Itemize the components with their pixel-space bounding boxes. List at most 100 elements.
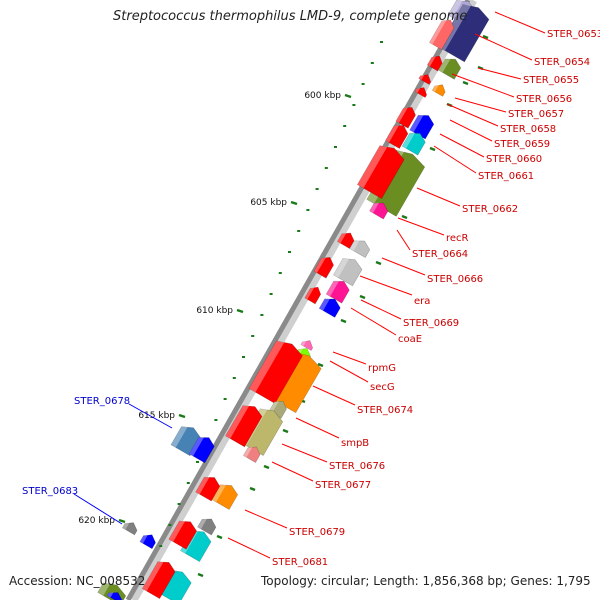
gene-feature[interactable]: [139, 531, 158, 550]
gene-feature[interactable]: [414, 85, 429, 98]
strand-mark: [375, 260, 382, 266]
gene-feature[interactable]: [429, 17, 456, 50]
gene-label[interactable]: secG: [370, 382, 395, 393]
gene-label[interactable]: rpmG: [368, 363, 396, 374]
scale-dot: [315, 188, 319, 190]
gene-feature[interactable]: [333, 254, 364, 287]
gene-label[interactable]: STER_0666: [427, 274, 483, 285]
backbone-shadow: [129, 0, 477, 600]
strand-mark: [482, 34, 489, 40]
gene-label[interactable]: STER_0654: [534, 57, 590, 68]
gene-label[interactable]: STER_0655: [523, 75, 579, 86]
leader-line: [433, 145, 477, 174]
gene-label[interactable]: STER_0683: [22, 486, 78, 497]
kbp-tick-mark: [178, 413, 186, 419]
gene-label[interactable]: coaE: [398, 334, 422, 345]
gene-feature[interactable]: [168, 517, 199, 550]
topology-label: Topology:: [261, 574, 318, 588]
gene-feature[interactable]: [325, 277, 352, 304]
gene-feature[interactable]: [337, 229, 356, 249]
gene-label[interactable]: smpB: [341, 438, 369, 449]
gene-feature[interactable]: [409, 111, 437, 140]
strand-mark: [462, 80, 469, 86]
strand-mark: [429, 146, 436, 152]
gene-feature[interactable]: [304, 284, 323, 305]
kbp-tick-mark: [290, 200, 298, 206]
leader-line: [397, 217, 445, 236]
strand-mark: [401, 214, 408, 220]
gene-feature[interactable]: [431, 82, 447, 97]
scale-dot: [306, 209, 310, 211]
gene-label[interactable]: STER_0656: [516, 94, 572, 105]
gene-label[interactable]: STER_0657: [508, 109, 564, 120]
genome-stats: Topology: circular; Length: 1,856,368 bp…: [261, 574, 591, 588]
gene-feature[interactable]: [418, 72, 433, 85]
gene-feature[interactable]: [122, 519, 139, 536]
gene-label[interactable]: STER_0661: [478, 171, 534, 182]
gene-feature[interactable]: [349, 236, 373, 258]
leader-line: [128, 403, 173, 429]
gene-label[interactable]: STER_0659: [494, 139, 550, 150]
strand-mark: [263, 464, 270, 470]
gene-feature[interactable]: [197, 515, 219, 536]
leader-line: [271, 461, 314, 482]
gene-feature[interactable]: [395, 104, 418, 129]
gene-label[interactable]: STER_0674: [357, 405, 413, 416]
gene-feature[interactable]: [188, 433, 217, 464]
gene-feature[interactable]: [426, 53, 444, 72]
leader-line: [416, 187, 461, 207]
gene-feature[interactable]: [195, 473, 223, 502]
gene-label[interactable]: era: [414, 296, 430, 307]
scale-dot: [370, 62, 374, 64]
leader-line: [244, 509, 288, 529]
scale-dot: [251, 335, 255, 337]
strand-mark: [197, 572, 204, 578]
kbp-tick-mark: [236, 308, 244, 314]
gene-feature[interactable]: [318, 295, 343, 318]
gene-label[interactable]: STER_0653: [547, 29, 600, 40]
strand-mark: [249, 486, 256, 492]
strand-mark: [340, 318, 347, 324]
strand-mark: [359, 294, 366, 300]
gene-label[interactable]: STER_0681: [272, 557, 328, 568]
leader-line: [227, 537, 271, 559]
scale-dot: [242, 356, 245, 358]
gene-label[interactable]: STER_0677: [315, 480, 371, 491]
genome-backbone: [125, 0, 471, 600]
gene-feature[interactable]: [385, 121, 411, 149]
scale-dot: [297, 230, 301, 232]
scale-dot: [196, 461, 199, 463]
gene-feature[interactable]: [356, 141, 406, 200]
gene-feature[interactable]: [225, 401, 264, 448]
gene-label[interactable]: STER_0669: [403, 318, 459, 329]
gene-label[interactable]: STER_0664: [412, 249, 468, 260]
gene-label[interactable]: STER_0662: [462, 204, 518, 215]
gene-feature[interactable]: [401, 129, 428, 156]
topology-value: circular: [320, 574, 366, 588]
gene-label[interactable]: STER_0660: [486, 154, 542, 165]
gene-feature[interactable]: [369, 199, 391, 220]
gene-feature[interactable]: [438, 55, 464, 80]
gene-feature[interactable]: [141, 557, 177, 599]
leader-line: [474, 33, 533, 61]
gene-label[interactable]: STER_0676: [329, 461, 385, 472]
leader-line: [451, 73, 515, 98]
gene-feature[interactable]: [243, 443, 262, 463]
gene-label[interactable]: recR: [446, 233, 469, 244]
leader-line: [350, 307, 397, 336]
leader-line: [295, 417, 340, 439]
gene-label[interactable]: STER_0679: [289, 527, 345, 538]
gene-feature[interactable]: [300, 338, 315, 351]
kbp-tick-label: 610 kbp: [196, 306, 233, 316]
gene-label[interactable]: STER_0658: [500, 124, 556, 135]
leader-line: [360, 299, 402, 320]
gene-label[interactable]: STER_0678: [74, 396, 130, 407]
leader-line: [449, 119, 493, 142]
scale-dot: [159, 545, 163, 547]
leader-line: [396, 229, 411, 251]
scale-dot: [186, 482, 190, 484]
gene-feature[interactable]: [106, 589, 125, 600]
gene-feature[interactable]: [248, 337, 305, 404]
gene-feature[interactable]: [313, 254, 336, 279]
